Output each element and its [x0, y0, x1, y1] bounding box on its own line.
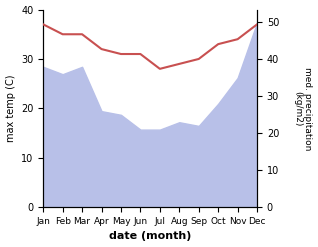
X-axis label: date (month): date (month)	[109, 231, 191, 242]
Y-axis label: med. precipitation
(kg/m2): med. precipitation (kg/m2)	[293, 67, 313, 150]
Y-axis label: max temp (C): max temp (C)	[5, 75, 16, 142]
